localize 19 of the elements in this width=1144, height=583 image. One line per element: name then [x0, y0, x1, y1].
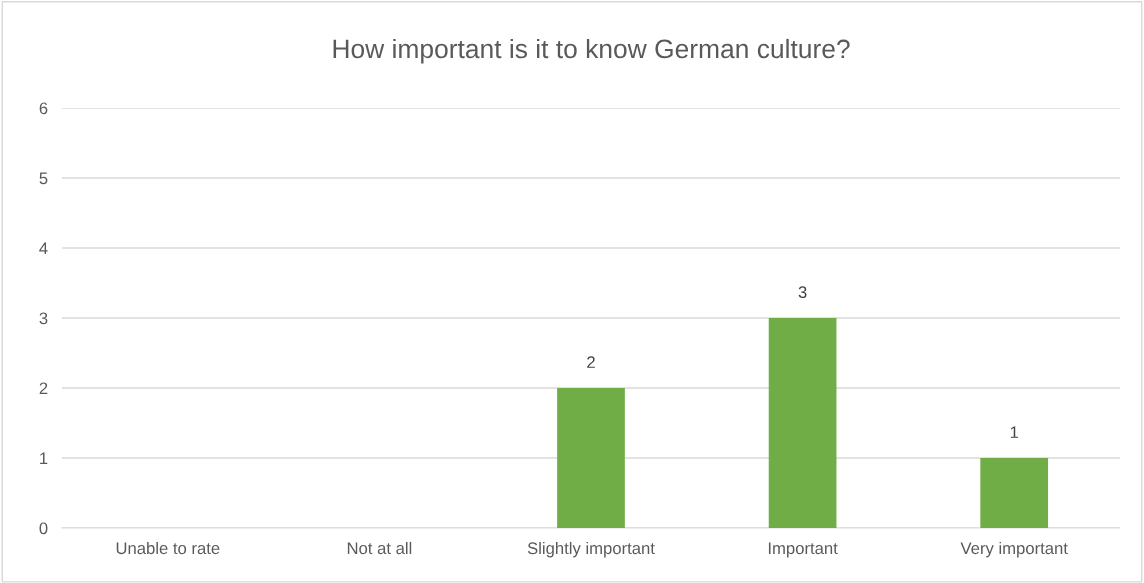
y-tick-label: 6 — [39, 102, 48, 115]
x-tick-label: Important — [768, 542, 838, 558]
y-tick-label: 4 — [39, 242, 48, 255]
data-label: 1 — [1010, 426, 1019, 438]
x-tick-label: Unable to rate — [116, 541, 220, 555]
x-tick-label: Not at all — [347, 541, 412, 555]
bar — [768, 318, 837, 528]
y-tick-label: 0 — [39, 522, 48, 535]
x-tick-label: Slightly important — [527, 541, 655, 558]
y-tick-label: 5 — [39, 172, 48, 185]
y-tick-label: 2 — [39, 382, 48, 395]
data-label: 2 — [587, 356, 595, 368]
bar — [980, 458, 1049, 528]
data-label: 3 — [798, 286, 807, 299]
y-tick-label: 3 — [39, 312, 48, 325]
bar — [557, 388, 625, 528]
x-tick-label: Very important — [960, 541, 1068, 558]
chart-title: How important is it to know German culture? — [333, 38, 850, 64]
y-tick-label: 1 — [40, 452, 48, 465]
